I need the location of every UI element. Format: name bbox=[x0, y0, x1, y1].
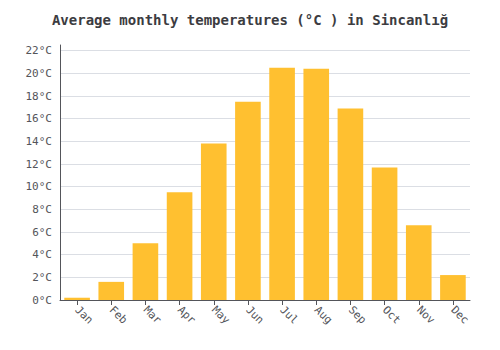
svg-text:8°C: 8°C bbox=[32, 203, 52, 216]
svg-text:Dec: Dec bbox=[448, 303, 471, 326]
svg-text:20°C: 20°C bbox=[26, 67, 53, 80]
svg-text:Jan: Jan bbox=[72, 303, 95, 326]
svg-text:10°C: 10°C bbox=[26, 180, 53, 193]
svg-text:0°C: 0°C bbox=[32, 294, 52, 307]
svg-text:Aug: Aug bbox=[312, 303, 335, 326]
svg-text:May: May bbox=[209, 303, 232, 326]
svg-text:18°C: 18°C bbox=[26, 90, 53, 103]
svg-text:Jul: Jul bbox=[277, 303, 300, 326]
svg-text:Oct: Oct bbox=[380, 303, 403, 326]
svg-text:12°C: 12°C bbox=[26, 158, 53, 171]
svg-text:16°C: 16°C bbox=[26, 112, 53, 125]
svg-text:14°C: 14°C bbox=[26, 135, 53, 148]
svg-text:6°C: 6°C bbox=[32, 226, 52, 239]
svg-text:Apr: Apr bbox=[175, 303, 198, 326]
svg-text:Jun: Jun bbox=[243, 303, 266, 326]
svg-text:4°C: 4°C bbox=[32, 248, 52, 261]
svg-text:2°C: 2°C bbox=[32, 271, 52, 284]
svg-text:Feb: Feb bbox=[107, 303, 130, 326]
svg-text:Mar: Mar bbox=[141, 303, 164, 326]
svg-text:Sep: Sep bbox=[346, 303, 369, 326]
svg-text:22°C: 22°C bbox=[26, 44, 53, 57]
svg-text:Average monthly temperatures (: Average monthly temperatures (°C ) in Si… bbox=[52, 12, 448, 28]
svg-text:Nov: Nov bbox=[414, 303, 437, 326]
